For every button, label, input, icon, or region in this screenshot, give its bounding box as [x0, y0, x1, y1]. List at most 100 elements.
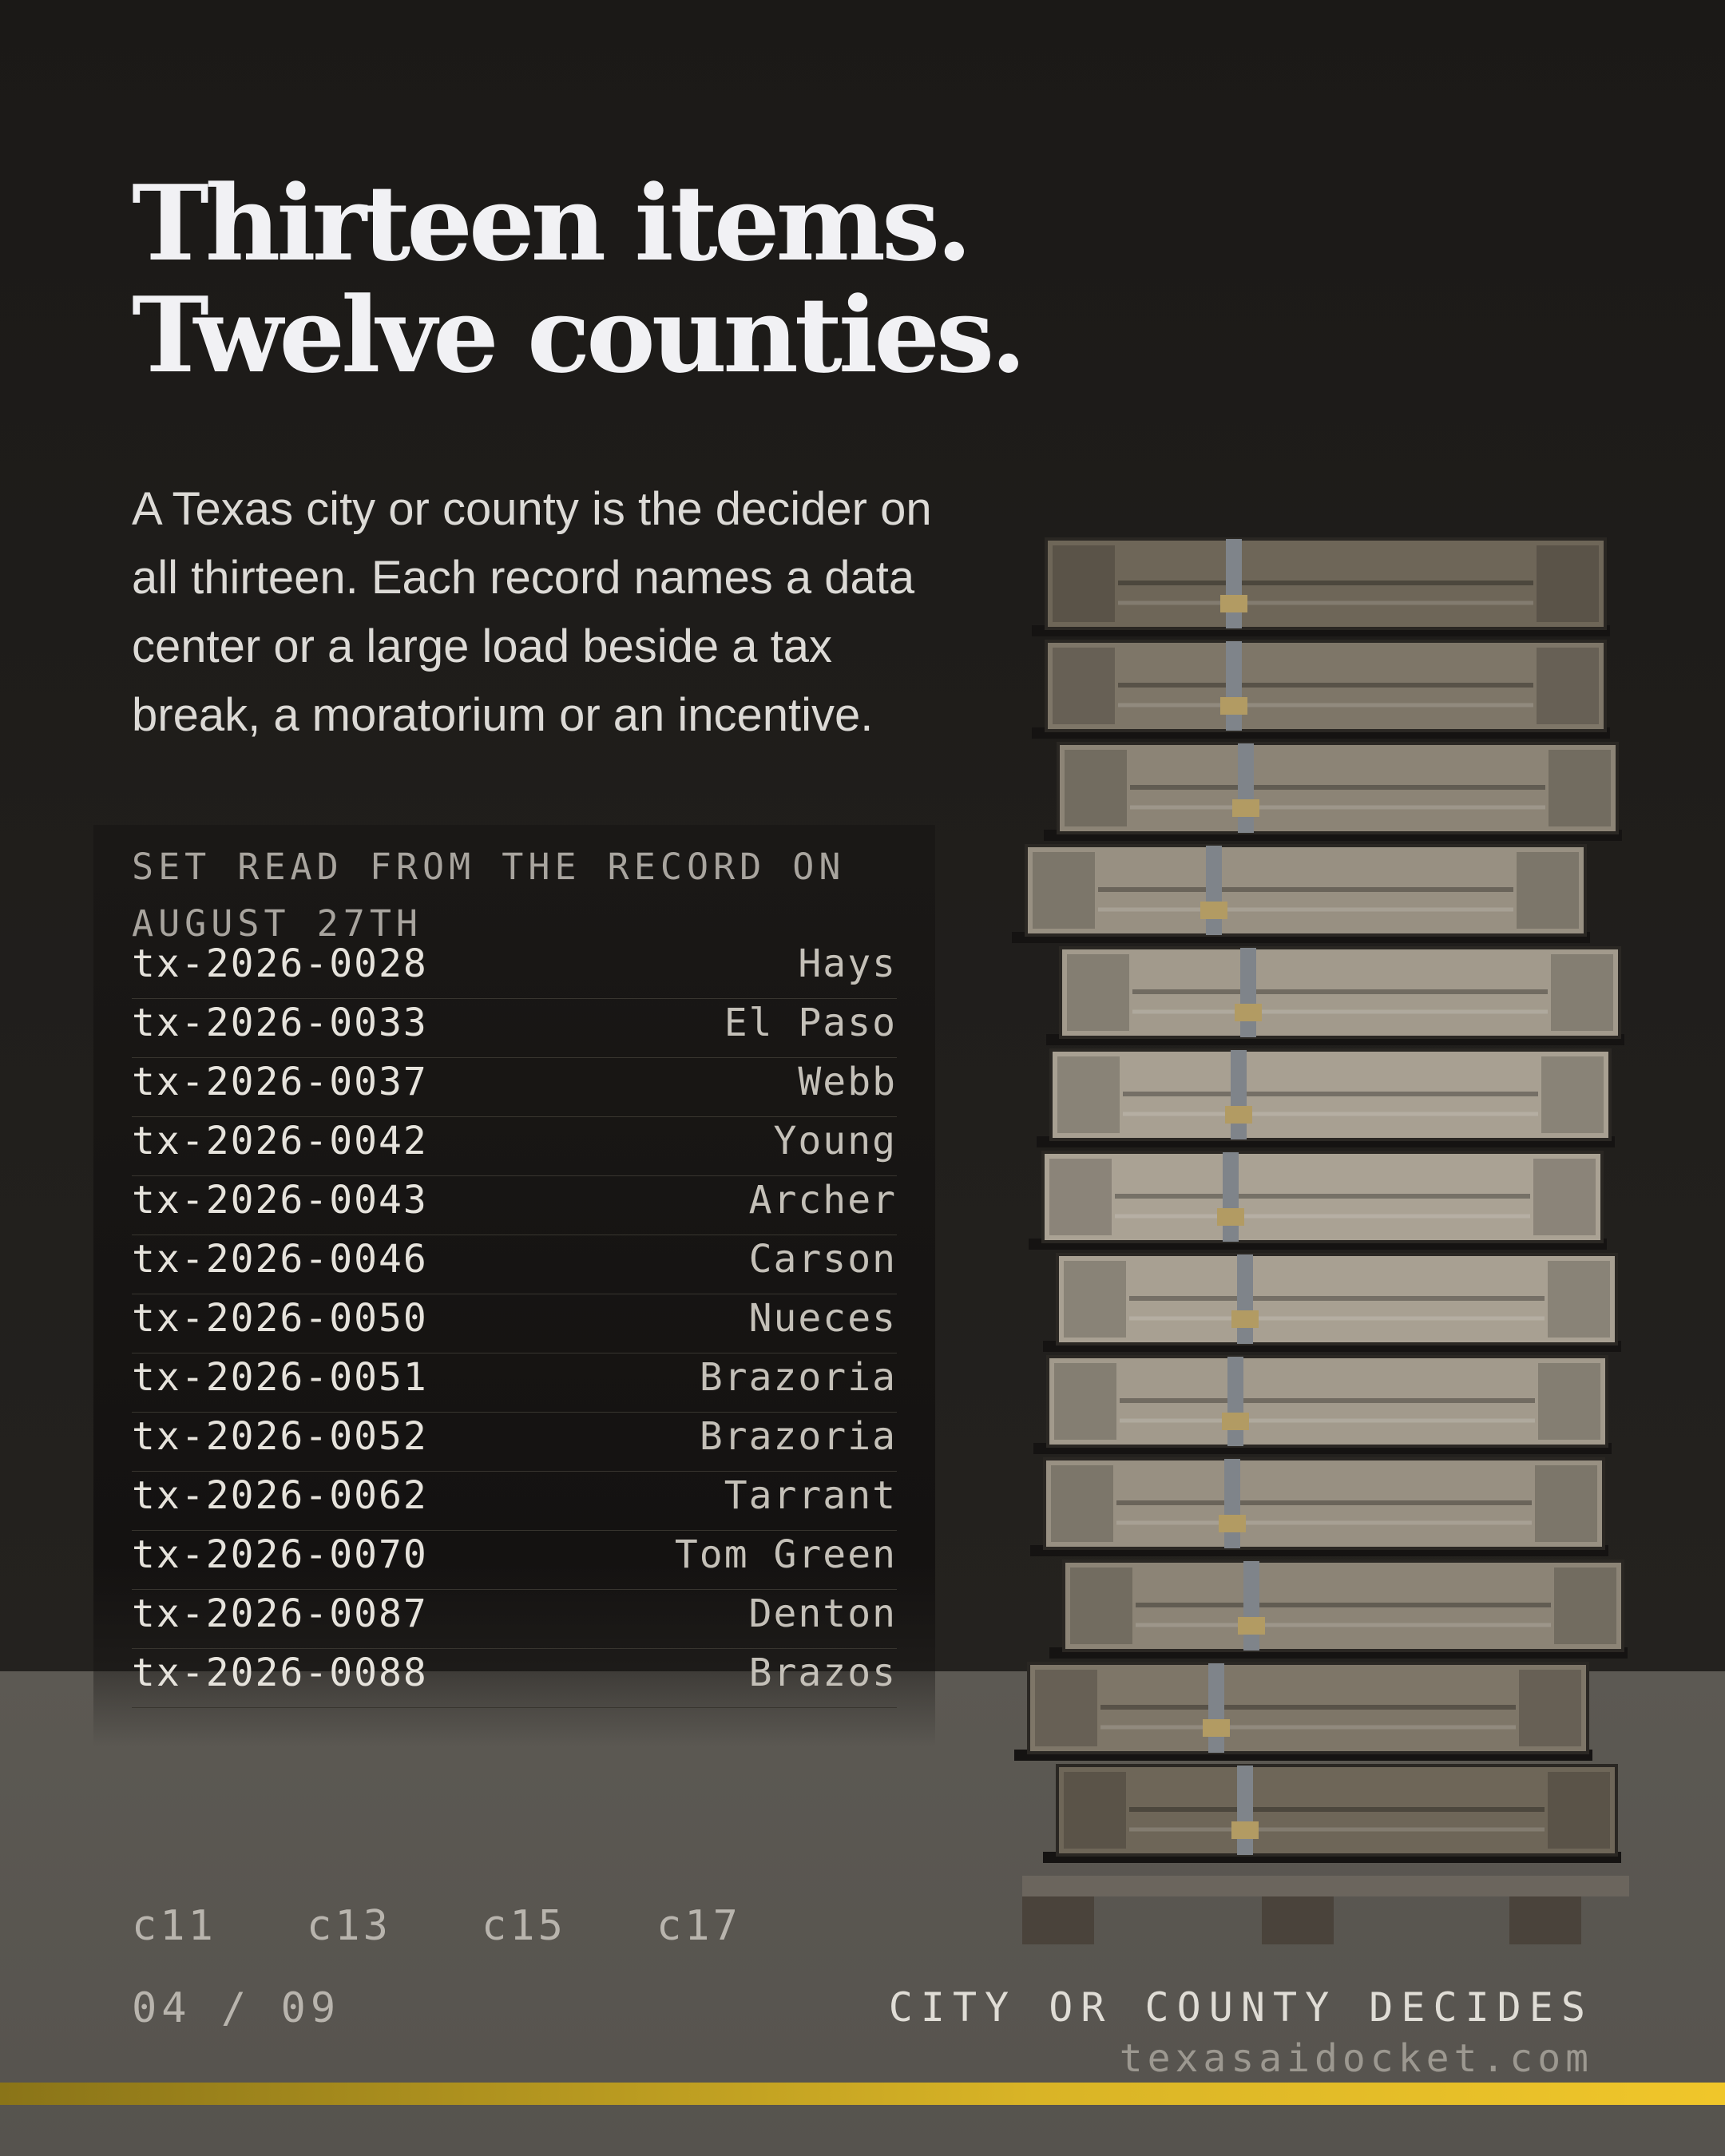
strap [1226, 641, 1242, 731]
record-row: tx-2026-0062 Tarrant [132, 1472, 897, 1531]
record-county: Archer [748, 1178, 897, 1223]
crate [1032, 537, 1610, 636]
record-id: tx-2026-0088 [132, 1651, 428, 1695]
crate-body [1062, 1560, 1624, 1652]
crate-body [1043, 1457, 1605, 1550]
table-caption: SET READ FROM THE RECORD ON AUGUST 27TH [132, 846, 846, 945]
record-id: tx-2026-0052 [132, 1414, 428, 1459]
crate-body [1027, 1662, 1589, 1754]
crate [1012, 844, 1590, 943]
crate-body [1059, 946, 1621, 1039]
crate-end [1549, 750, 1611, 826]
title: Thirteen items. Twelve counties. [132, 162, 1026, 396]
record-row: tx-2026-0037 Webb [132, 1058, 897, 1117]
crate [1032, 640, 1610, 739]
strap [1237, 1254, 1253, 1344]
strap [1231, 1050, 1247, 1139]
crate-end [1535, 1465, 1597, 1542]
crate-end [1051, 1465, 1113, 1542]
crate-end [1057, 1056, 1120, 1133]
crate [1044, 742, 1622, 841]
record-row: tx-2026-0052 Brazoria [132, 1413, 897, 1472]
crate-end [1064, 1772, 1126, 1849]
buckle [1232, 799, 1259, 817]
strap [1243, 1561, 1259, 1651]
crate-end [1035, 1670, 1097, 1746]
record-row: tx-2026-0087 Denton [132, 1590, 897, 1649]
page-number: 04 / 09 [132, 1984, 341, 2032]
crate-body [1041, 1151, 1604, 1243]
buckle [1231, 1821, 1259, 1839]
crate [1043, 1764, 1621, 1863]
record-id: tx-2026-0037 [132, 1060, 428, 1104]
record-county: Hays [798, 941, 897, 986]
record-id: tx-2026-0051 [132, 1355, 428, 1400]
record-id: tx-2026-0046 [132, 1237, 428, 1282]
crate-end [1065, 750, 1127, 826]
pallet-block [1509, 1896, 1581, 1944]
crate-body [1057, 742, 1619, 834]
buckle [1238, 1617, 1265, 1635]
record-id: tx-2026-0062 [132, 1473, 428, 1518]
crate-stack [1012, 537, 1629, 1944]
crate-end [1033, 852, 1095, 929]
crate-body [1049, 1048, 1612, 1141]
record-id: tx-2026-0043 [132, 1178, 428, 1223]
crate-end [1537, 648, 1599, 724]
record-county: Young [773, 1119, 897, 1163]
record-id: tx-2026-0033 [132, 1001, 428, 1045]
crate-end [1538, 1363, 1600, 1440]
record-row: tx-2026-0051 Brazoria [132, 1353, 897, 1413]
record-county: Webb [798, 1060, 897, 1104]
table-panel [93, 825, 935, 1747]
crate [1049, 1560, 1628, 1659]
crate-body [1045, 640, 1607, 732]
pallet-block [1022, 1896, 1094, 1944]
buckle [1217, 1208, 1244, 1226]
code-label: c17 [656, 1902, 741, 1950]
crate-body [1045, 537, 1607, 630]
pallet-top [1022, 1876, 1629, 1896]
code-label: c11 [132, 1902, 216, 1950]
crate-end [1049, 1159, 1112, 1235]
strap [1237, 1766, 1253, 1855]
crate-body [1056, 1253, 1618, 1346]
record-county: Carson [748, 1237, 897, 1282]
strap [1206, 846, 1222, 935]
crate [1037, 1048, 1615, 1147]
crate-end [1517, 852, 1579, 929]
record-row: tx-2026-0070 Tom Green [132, 1531, 897, 1590]
strap [1238, 743, 1254, 833]
crate [1033, 1355, 1612, 1454]
strap [1240, 948, 1256, 1037]
crate-end [1053, 648, 1115, 724]
buckle [1222, 1413, 1249, 1430]
strap [1226, 539, 1242, 628]
buckle [1225, 1106, 1252, 1124]
accent-stripe [0, 2083, 1725, 2105]
code-label: c13 [307, 1902, 391, 1950]
buckle [1200, 902, 1227, 919]
title-line: Thirteen items. [132, 162, 973, 284]
crate-end [1054, 1363, 1116, 1440]
buckle [1203, 1719, 1230, 1737]
crate [1043, 1253, 1621, 1352]
code-label: c15 [482, 1902, 566, 1950]
crate-end [1548, 1772, 1610, 1849]
buckle [1219, 1515, 1246, 1532]
strap [1208, 1663, 1224, 1753]
record-row: tx-2026-0043 Archer [132, 1176, 897, 1235]
title-line: Twelve counties. [132, 274, 1026, 396]
record-county: Brazoria [699, 1355, 897, 1400]
buckle [1235, 1004, 1262, 1021]
description: A Texas city or county is the decider on… [132, 483, 932, 741]
record-row: tx-2026-0033 El Paso [132, 999, 897, 1058]
record-id: tx-2026-0028 [132, 941, 428, 986]
record-county: El Paso [724, 1001, 897, 1045]
crate-end [1554, 1567, 1616, 1644]
crate-end [1519, 1670, 1581, 1746]
record-row: tx-2026-0050 Nueces [132, 1294, 897, 1353]
record-county: Tom Green [674, 1532, 897, 1577]
crate-end [1070, 1567, 1132, 1644]
